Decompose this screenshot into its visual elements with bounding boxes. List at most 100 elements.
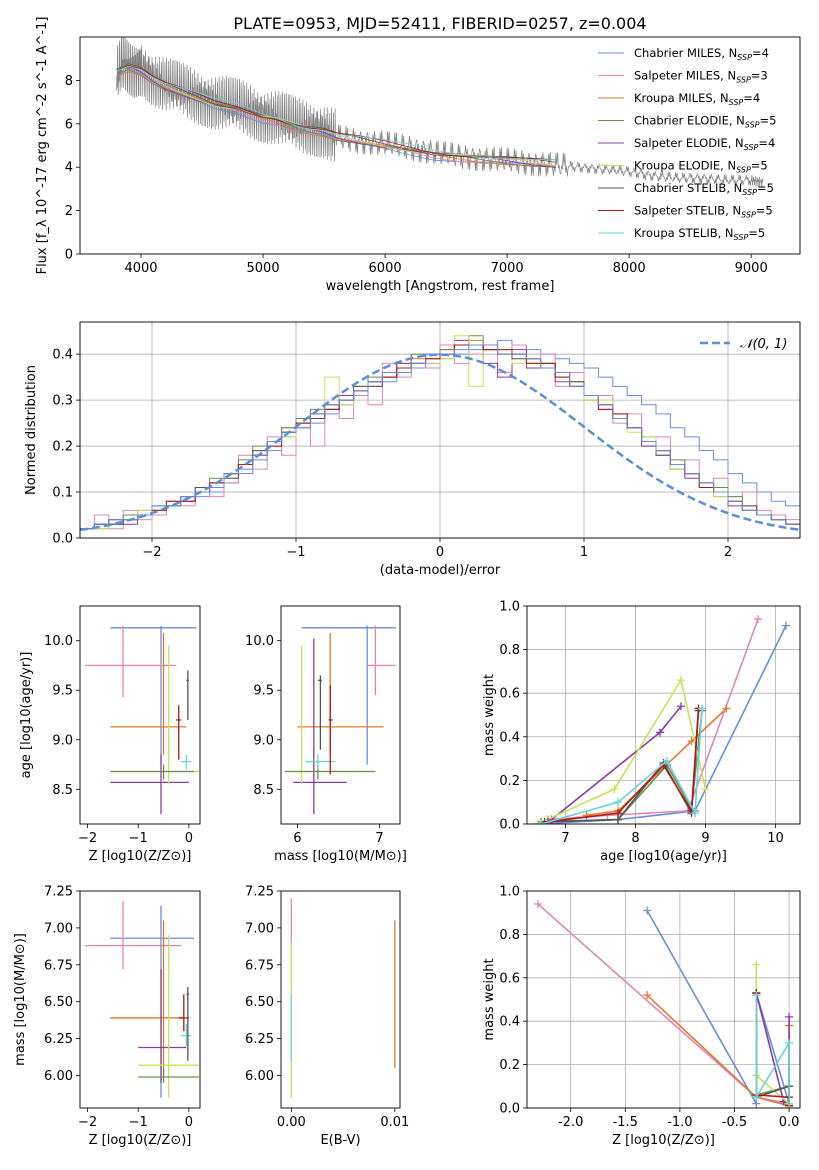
y-tick-label: 8 — [65, 74, 73, 89]
legend-label: Kroupa STELIB, NSSP=5 — [634, 226, 765, 242]
x-tick-label: 0 — [185, 831, 193, 846]
x-tick-label: 9000 — [735, 261, 768, 276]
x-axis-label: (data-model)/error — [380, 563, 501, 578]
y-tick-label: 0.2 — [499, 774, 520, 789]
y-tick-label: 1.0 — [499, 885, 520, 900]
x-axis-label: age [log10(age/yr)] — [600, 849, 727, 864]
y-tick-label: 0.0 — [52, 532, 73, 547]
x-tick-label: 5000 — [247, 261, 280, 276]
y-tick-label: 8.5 — [52, 783, 73, 798]
model-spectrum-line — [116, 69, 556, 168]
y-tick-label: 7.25 — [44, 885, 73, 900]
y-tick-label: 10.0 — [245, 634, 274, 649]
x-tick-label: 7 — [375, 831, 383, 846]
series-point — [785, 1012, 794, 1021]
legend-label: Chabrier MILES, NSSP=4 — [634, 46, 769, 62]
line-plot — [533, 615, 790, 824]
y-axis-label: mass weight — [482, 958, 497, 1040]
errorbar-plot — [290, 898, 396, 1098]
y-tick-label: 2 — [65, 204, 73, 219]
legend-label: 𝒩(0, 1) — [740, 337, 787, 352]
x-tick-label: 10 — [767, 831, 784, 846]
model-spectrum-line — [116, 65, 556, 161]
y-tick-label: 6.25 — [44, 1032, 73, 1047]
series-point — [533, 820, 542, 824]
series-line — [547, 618, 759, 821]
x-tick-label: −1 — [129, 831, 148, 846]
axes-frame — [79, 321, 801, 539]
y-tick-label: 0.1 — [52, 486, 73, 501]
x-tick-label: 0 — [436, 545, 444, 560]
model-spectrum-line — [116, 71, 556, 166]
y-tick-label: 6.75 — [245, 958, 274, 973]
series-point — [582, 811, 591, 820]
x-tick-label: −2 — [142, 545, 161, 560]
axes-frame — [79, 36, 801, 255]
series-point — [782, 621, 790, 630]
x-axis-label: Z [log10(Z/Z⊙)] — [89, 1133, 192, 1148]
y-tick-label: 9.0 — [52, 733, 73, 748]
series-point — [537, 820, 545, 824]
x-tick-label: 6000 — [369, 261, 402, 276]
y-axis-label: Normed distribution — [24, 365, 39, 495]
x-tick-label: −2 — [78, 831, 97, 846]
series-line — [646, 910, 790, 1107]
model-spectrum-line — [116, 69, 556, 168]
errorbar-plot — [285, 625, 396, 815]
y-tick-label: 6 — [65, 117, 73, 132]
series-point — [643, 991, 652, 1000]
x-tick-label: 4000 — [124, 261, 157, 276]
series-point — [698, 704, 706, 713]
y-tick-label: 6.50 — [44, 995, 73, 1010]
series-point — [610, 785, 619, 794]
series-point — [677, 702, 685, 711]
series-point — [643, 906, 652, 915]
y-tick-label: 6.75 — [44, 958, 73, 973]
errorbar-plot — [85, 901, 199, 1098]
y-tick-label: 0.8 — [499, 643, 520, 658]
x-tick-label: 0.00 — [277, 1115, 306, 1130]
figure-title: PLATE=0953, MJD=52411, FIBERID=0257, z=0… — [233, 14, 646, 33]
y-tick-label: 10.0 — [44, 634, 73, 649]
x-tick-label: 7000 — [491, 261, 524, 276]
y-axis-label: Flux [f_λ 10^-17 erg cm^-2 s^-1 A^-1] — [35, 17, 50, 275]
series-point — [533, 900, 542, 909]
series-line — [537, 625, 787, 824]
x-tick-label: -2.0 — [558, 1115, 583, 1130]
errorbar-plot — [85, 625, 199, 815]
axes-frame — [280, 890, 401, 1109]
x-tick-label: 1 — [580, 545, 588, 560]
y-tick-label: 0.6 — [499, 687, 520, 702]
series-point — [677, 676, 685, 685]
series-point — [614, 798, 622, 807]
y-tick-label: 9.5 — [253, 684, 274, 699]
y-tick-label: 7.00 — [245, 921, 274, 936]
model-spectrum-line — [116, 66, 556, 168]
y-tick-label: 9.5 — [52, 684, 73, 699]
legend-label: Salpeter STELIB, NSSP=5 — [634, 204, 773, 220]
y-tick-label: 0.4 — [52, 348, 73, 363]
series-line — [646, 994, 790, 1107]
series-point — [614, 809, 622, 818]
model-spectrum-line — [116, 63, 556, 167]
y-tick-label: 7.25 — [245, 885, 274, 900]
y-tick-label: 0 — [65, 248, 73, 263]
x-axis-label: mass [log10(M/M⊙)] — [274, 849, 407, 864]
x-tick-label: 6 — [293, 831, 301, 846]
series-point — [752, 960, 761, 969]
x-tick-label: 2 — [724, 545, 732, 560]
series-line — [544, 710, 700, 823]
legend-label: Chabrier ELODIE, NSSP=5 — [634, 114, 776, 130]
spectrum-plot — [116, 37, 764, 188]
axes-frame — [79, 605, 201, 825]
legend-label: Kroupa MILES, NSSP=4 — [634, 91, 760, 107]
x-tick-label: −2 — [78, 1115, 97, 1130]
series-point — [785, 1104, 794, 1108]
series-point — [752, 991, 761, 1000]
x-tick-label: -1.5 — [613, 1115, 638, 1130]
x-tick-label: −1 — [129, 1115, 148, 1130]
y-tick-label: 0.4 — [499, 1015, 520, 1030]
series-line — [586, 707, 728, 817]
y-tick-label: 0.6 — [499, 971, 520, 986]
x-tick-label: 9 — [701, 831, 709, 846]
